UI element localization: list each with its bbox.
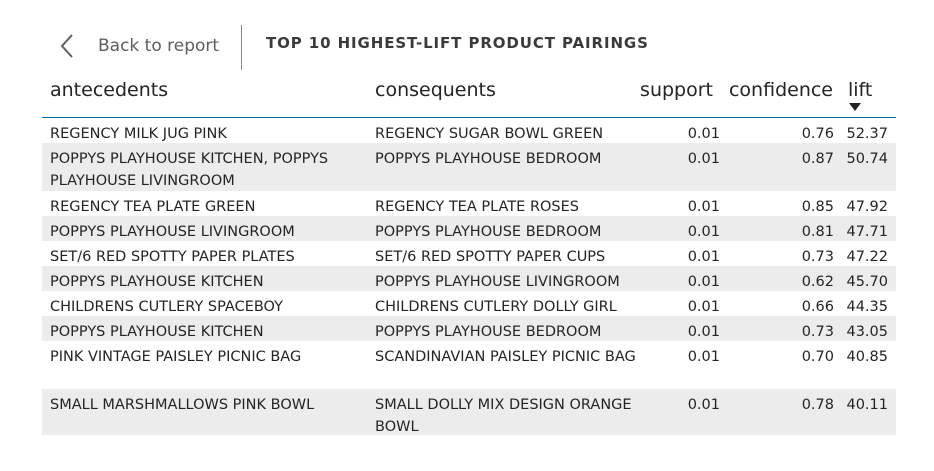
cell-antecedents: POPPYS PLAYHOUSE KITCHEN	[50, 274, 264, 290]
cell-support: 0.01	[687, 126, 720, 142]
column-header-confidence[interactable]: confidence	[728, 79, 833, 101]
header-divider	[241, 25, 242, 70]
cell-consequents: SMALL DOLLY MIX DESIGN ORANGE BOWL	[375, 397, 632, 435]
cell-lift: 52.37	[846, 126, 888, 142]
table-row[interactable]: CHILDRENS CUTLERY SPACEBOY CHILDRENS CUTL…	[42, 291, 896, 316]
cell-confidence: 0.73	[801, 249, 834, 265]
cell-consequents: SET/6 RED SPOTTY PAPER CUPS	[375, 249, 606, 265]
cell-confidence: 0.87	[801, 151, 834, 167]
cell-lift: 45.70	[846, 274, 888, 290]
cell-antecedents: SMALL MARSHMALLOWS PINK BOWL	[50, 397, 315, 413]
cell-consequents: REGENCY SUGAR BOWL GREEN	[375, 126, 604, 142]
cell-consequents: SCANDINAVIAN PAISLEY PICNIC BAG	[375, 349, 636, 365]
table-row[interactable]: REGENCY MILK JUG PINK REGENCY SUGAR BOWL …	[42, 118, 896, 143]
back-to-report-button[interactable]: Back to report	[58, 30, 219, 62]
column-header-support[interactable]: support	[640, 79, 713, 101]
cell-support: 0.01	[687, 224, 720, 240]
cell-lift: 47.92	[846, 199, 888, 215]
sort-descending-icon[interactable]	[849, 103, 861, 111]
cell-antecedents: REGENCY TEA PLATE GREEN	[50, 199, 256, 215]
cell-lift: 40.85	[846, 349, 888, 365]
cell-support: 0.01	[687, 349, 720, 365]
cell-lift: 44.35	[846, 299, 888, 315]
cell-antecedents: SET/6 RED SPOTTY PAPER PLATES	[50, 249, 295, 265]
cell-confidence: 0.73	[801, 324, 834, 340]
cell-confidence: 0.70	[801, 349, 834, 365]
table-row[interactable]: POPPYS PLAYHOUSE KITCHEN POPPYS PLAYHOUSE…	[42, 316, 896, 341]
table-row[interactable]: REGENCY TEA PLATE GREEN REGENCY TEA PLATE…	[42, 191, 896, 216]
cell-support: 0.01	[687, 397, 720, 413]
back-to-report-label: Back to report	[98, 36, 220, 56]
cell-consequents: POPPYS PLAYHOUSE LIVINGROOM	[375, 274, 620, 290]
table-row[interactable]: POPPYS PLAYHOUSE LIVINGROOM POPPYS PLAYHO…	[42, 216, 896, 241]
page-title: TOP 10 HIGHEST-LIFT PRODUCT PAIRINGS	[266, 34, 649, 52]
cell-support: 0.01	[687, 324, 720, 340]
table-row[interactable]: SMALL MARSHMALLOWS PINK BOWL SMALL DOLLY …	[42, 389, 896, 435]
table-row[interactable]: POPPYS PLAYHOUSE KITCHEN POPPYS PLAYHOUSE…	[42, 266, 896, 291]
cell-support: 0.01	[687, 249, 720, 265]
column-header-consequents[interactable]: consequents	[375, 79, 496, 101]
cell-antecedents: CHILDRENS CUTLERY SPACEBOY	[50, 299, 284, 315]
cell-consequents: REGENCY TEA PLATE ROSES	[375, 199, 579, 215]
column-header-antecedents[interactable]: antecedents	[50, 79, 169, 101]
cell-confidence: 0.76	[801, 126, 834, 142]
cell-lift: 47.71	[846, 224, 888, 240]
table-body: REGENCY MILK JUG PINK REGENCY SUGAR BOWL …	[42, 118, 896, 435]
cell-consequents: POPPYS PLAYHOUSE BEDROOM	[375, 324, 602, 340]
cell-confidence: 0.66	[801, 299, 834, 315]
table-row[interactable]: POPPYS PLAYHOUSE KITCHEN, POPPYS PLAYHOU…	[42, 143, 896, 191]
cell-antecedents: POPPYS PLAYHOUSE KITCHEN, POPPYS PLAYHOU…	[50, 151, 329, 189]
cell-antecedents: POPPYS PLAYHOUSE LIVINGROOM	[50, 224, 295, 240]
cell-support: 0.01	[687, 151, 720, 167]
page-header: Back to report TOP 10 HIGHEST-LIFT PRODU…	[0, 0, 934, 72]
pairings-table: antecedents consequents support confiden…	[42, 72, 896, 435]
table-row[interactable]: SET/6 RED SPOTTY PAPER PLATES SET/6 RED S…	[42, 241, 896, 266]
cell-confidence: 0.62	[801, 274, 834, 290]
cell-antecedents: REGENCY MILK JUG PINK	[50, 126, 227, 142]
cell-consequents: CHILDRENS CUTLERY DOLLY GIRL	[375, 299, 617, 315]
chevron-left-icon	[60, 34, 73, 58]
cell-lift: 47.22	[846, 249, 888, 265]
cell-consequents: POPPYS PLAYHOUSE BEDROOM	[375, 224, 602, 240]
cell-antecedents: PINK VINTAGE PAISLEY PICNIC BAG	[50, 349, 302, 365]
cell-lift: 50.74	[846, 151, 888, 167]
table-header: antecedents consequents support confiden…	[42, 72, 896, 118]
column-header-lift[interactable]: lift	[848, 79, 873, 101]
cell-lift: 40.11	[846, 397, 888, 413]
cell-lift: 43.05	[846, 324, 888, 340]
cell-consequents: POPPYS PLAYHOUSE BEDROOM	[375, 151, 602, 167]
cell-support: 0.01	[687, 299, 720, 315]
cell-confidence: 0.81	[801, 224, 834, 240]
cell-support: 0.01	[687, 199, 720, 215]
cell-antecedents: POPPYS PLAYHOUSE KITCHEN	[50, 324, 264, 340]
cell-confidence: 0.85	[801, 199, 834, 215]
cell-confidence: 0.78	[801, 397, 834, 413]
cell-support: 0.01	[687, 274, 720, 290]
table-row[interactable]: PINK VINTAGE PAISLEY PICNIC BAG SCANDINAV…	[42, 341, 896, 389]
